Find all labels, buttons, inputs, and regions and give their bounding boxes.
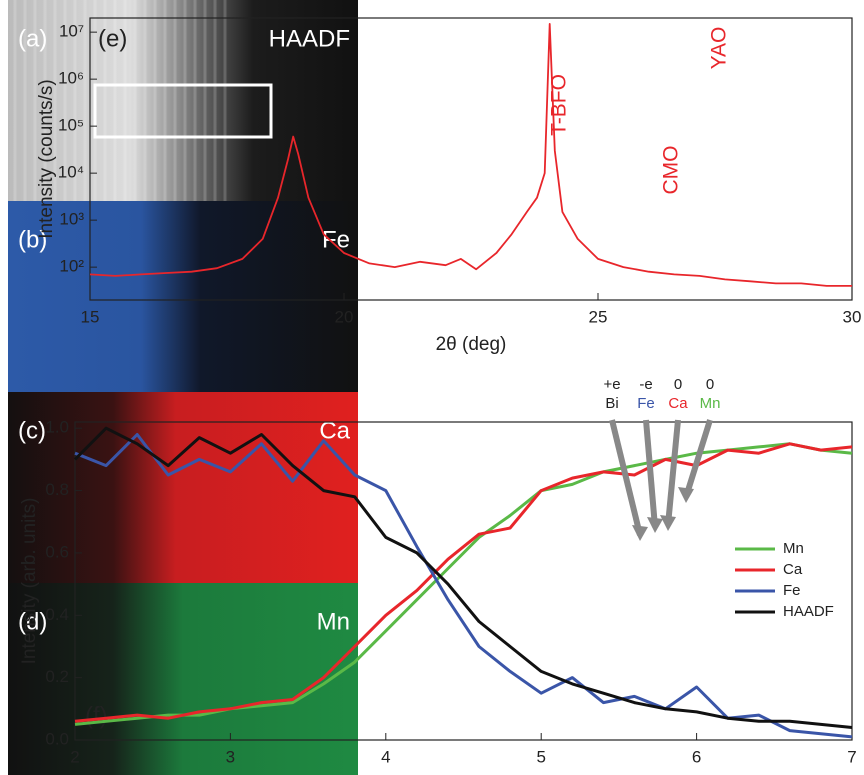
arrow-head: [632, 525, 648, 541]
peak-label: T-BFO: [548, 74, 571, 136]
fe-map: [8, 201, 358, 392]
legend-label: Ca: [783, 561, 803, 578]
x-tick-label: 15: [81, 307, 100, 326]
charge-label: Mn: [700, 395, 721, 412]
y-tick-label: 0.0: [45, 729, 69, 748]
y-axis-label: Intensity (counts/s): [36, 79, 57, 238]
charge-label: Bi: [605, 395, 618, 412]
x-tick-label: 30: [843, 307, 862, 326]
x-tick-label: 6: [692, 747, 701, 766]
panel-name: HAADF: [269, 25, 350, 52]
charge-label: -e: [639, 376, 652, 393]
charge-label: Ca: [668, 395, 688, 412]
charge-label: +e: [603, 376, 620, 393]
plot-frame: [74, 421, 853, 741]
panel-name: Fe: [322, 226, 350, 253]
plot-frame: [89, 17, 853, 301]
data-line: [74, 442, 853, 726]
panel-labels: (a) HAADF(b) Fe(c) Ca(d) Mn: [18, 25, 351, 635]
legend-label: HAADF: [783, 603, 834, 620]
arrow: [683, 419, 713, 498]
arrow: [665, 419, 681, 526]
selection-box: [93, 83, 273, 139]
data-line: [73, 426, 853, 729]
y-axis-label: Intensity (arb. units): [19, 498, 40, 665]
y-tick-label: 0.6: [45, 542, 69, 561]
legend-label: Fe: [783, 582, 801, 599]
lattice-texture: [8, 0, 228, 201]
x-tick-label: 7: [847, 747, 856, 766]
y-tick-label: 10²: [59, 257, 84, 276]
peak-label: CMO: [660, 146, 683, 195]
x-axis-label: 2θ (deg): [436, 334, 507, 355]
charge-label: 0: [674, 376, 682, 393]
panel-label: (a): [18, 25, 47, 52]
arrow-head: [678, 487, 694, 503]
charge-label: 0: [706, 376, 714, 393]
chart: 15 20 25 30 10² 10³ 10⁴ 10⁵ 10⁶ 10⁷ 2θ (deg) Intens…: [36, 17, 862, 355]
panel-name: Mn: [317, 608, 350, 635]
y-tick-label: 0.4: [45, 605, 69, 624]
x-tick-label: 3: [226, 747, 235, 766]
data-line: [89, 23, 852, 287]
panel-label: (f): [85, 702, 108, 729]
arrow: [609, 419, 643, 536]
y-tick-label: 10⁶: [58, 69, 84, 88]
arrow-head: [660, 515, 676, 531]
x-tick-label: 5: [536, 747, 545, 766]
panel-label: (c): [18, 417, 46, 444]
panel-label: (d): [18, 608, 47, 635]
x-tick-label: 20: [335, 307, 354, 326]
data-line: [74, 433, 853, 739]
peak-label: YAO: [708, 27, 731, 70]
x-tick-label: 25: [589, 307, 608, 326]
y-tick-label: 10⁵: [58, 116, 84, 135]
image-panels: [8, 0, 358, 775]
charge-label: Fe: [637, 395, 655, 412]
ca-map: [8, 392, 358, 583]
arrow-head: [647, 517, 663, 533]
y-tick-label: 10⁴: [58, 163, 84, 182]
arrow: [643, 419, 658, 528]
mn-map: [8, 583, 358, 775]
y-tick-label: 1.0: [45, 418, 69, 437]
panel-label: (b): [18, 226, 47, 253]
legend-label: Mn: [783, 540, 804, 557]
panel-label: (e): [98, 25, 127, 52]
y-tick-label: 10³: [59, 210, 84, 229]
y-tick-label: 10⁷: [59, 22, 84, 41]
x-tick-label: 4: [381, 747, 390, 766]
y-tick-label: 0.2: [45, 667, 69, 686]
y-tick-label: 0.8: [45, 480, 69, 499]
x-tick-label: 2: [70, 747, 79, 766]
data-line: [74, 442, 853, 723]
